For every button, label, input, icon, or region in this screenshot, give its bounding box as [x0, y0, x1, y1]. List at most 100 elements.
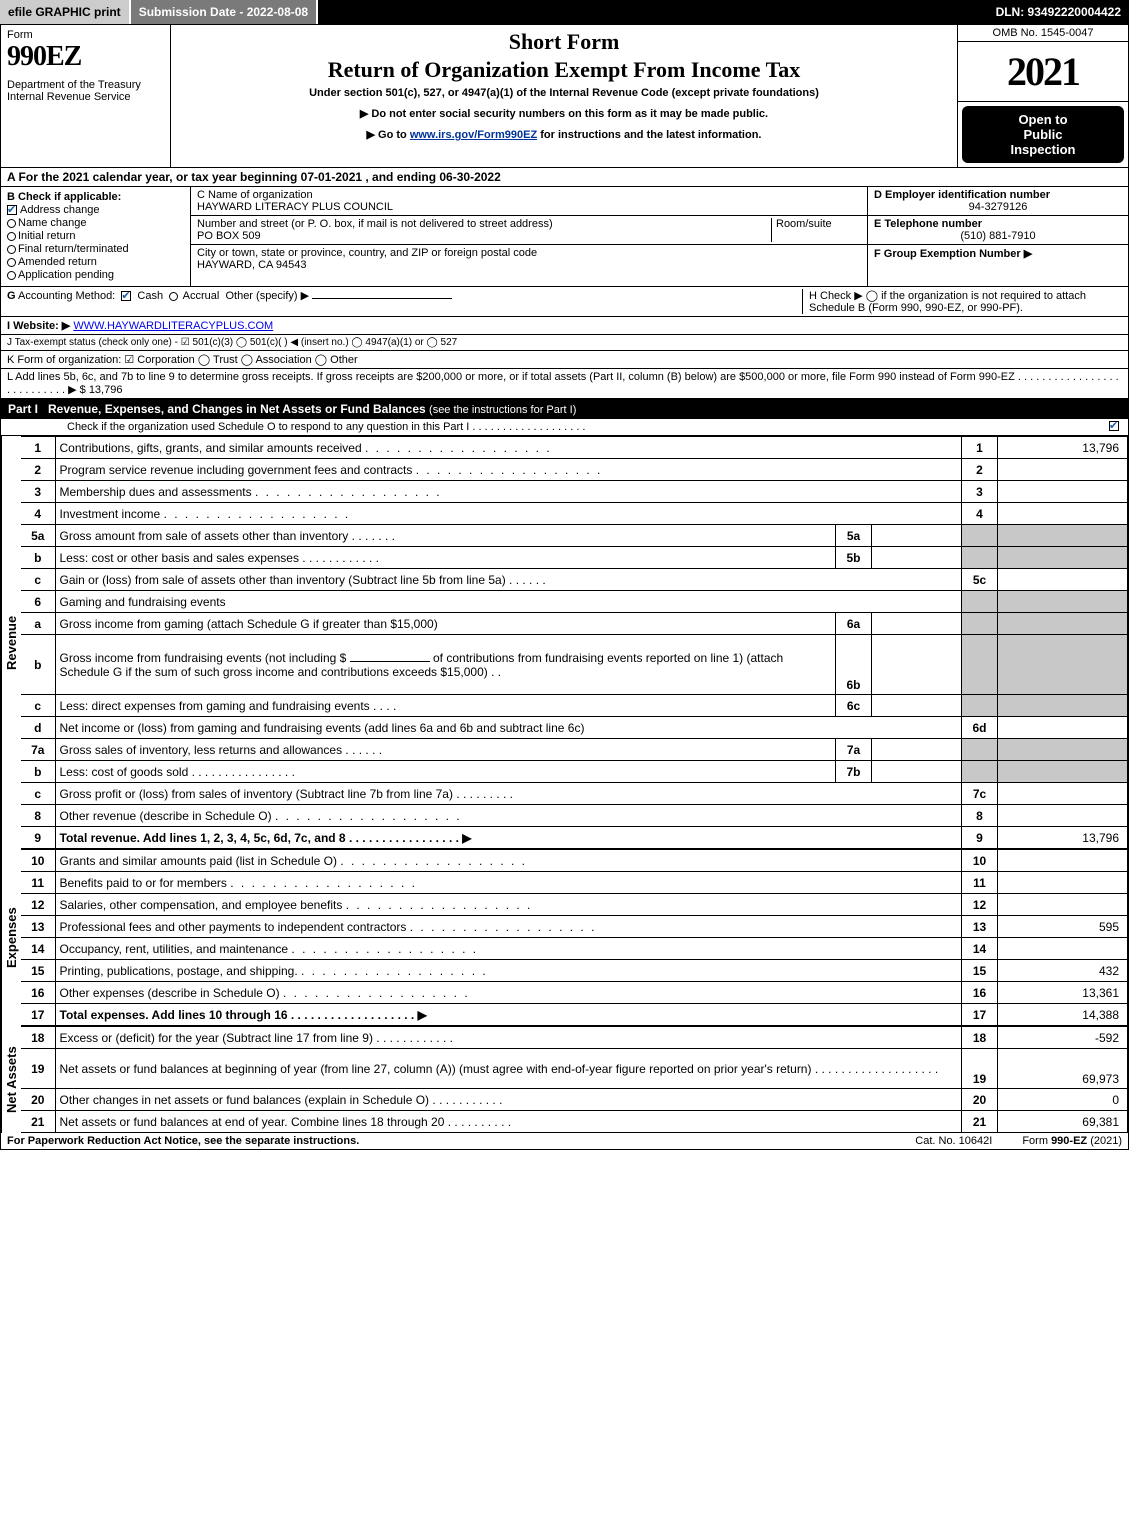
part-subtitle: (see the instructions for Part I) — [429, 404, 576, 416]
city-row: City or town, state or province, country… — [191, 245, 867, 273]
chk-name-change[interactable]: Name change — [7, 217, 184, 229]
city-label: City or town, state or province, country… — [197, 247, 861, 259]
efile-graphic-print[interactable]: efile GRAPHIC print — [0, 0, 131, 24]
line-7c: cGross profit or (loss) from sales of in… — [21, 783, 1128, 805]
chk-address-change[interactable]: Address change — [7, 204, 184, 216]
phone-row: E Telephone number (510) 881-7910 — [868, 216, 1128, 245]
form-label: Form — [7, 29, 164, 41]
part-label: Part I — [8, 402, 38, 416]
line-5a: 5aGross amount from sale of assets other… — [21, 525, 1128, 547]
line-12: 12Salaries, other compensation, and empl… — [21, 894, 1128, 916]
row-j-tax-exempt: J Tax-exempt status (check only one) - ☑… — [0, 335, 1129, 351]
chk-label: Final return/terminated — [18, 243, 129, 255]
group-exemption-label: F Group Exemption Number ▶ — [874, 248, 1032, 260]
part-i-schedule-o-check: Check if the organization used Schedule … — [0, 419, 1129, 436]
row-a-tax-year: A For the 2021 calendar year, or tax yea… — [0, 168, 1129, 187]
line-4: 4Investment income 4 — [21, 503, 1128, 525]
col-b-checklist: B Check if applicable: Address change Na… — [1, 187, 191, 286]
city-value: HAYWARD, CA 94543 — [197, 259, 861, 271]
topbar-spacer — [318, 0, 987, 24]
part-i-header: Part I Revenue, Expenses, and Changes in… — [0, 399, 1129, 419]
street-row: Number and street (or P. O. box, if mail… — [191, 216, 867, 245]
tax-year: 2021 — [958, 42, 1128, 102]
line-6c: cLess: direct expenses from gaming and f… — [21, 695, 1128, 717]
line-16: 16Other expenses (describe in Schedule O… — [21, 982, 1128, 1004]
line-17: 17Total expenses. Add lines 10 through 1… — [21, 1004, 1128, 1026]
chk-final-return[interactable]: Final return/terminated — [7, 243, 184, 255]
ein-label: D Employer identification number — [874, 189, 1122, 201]
accounting-method: G Accounting Method: Cash Accrual Other … — [7, 289, 796, 314]
line-19: 19Net assets or fund balances at beginni… — [21, 1049, 1128, 1089]
net-assets-label: Net Assets — [1, 1026, 21, 1133]
circle-icon — [7, 258, 16, 267]
omb-number: OMB No. 1545-0047 — [958, 25, 1128, 42]
chk-label: Initial return — [18, 230, 75, 242]
line-7a: 7aGross sales of inventory, less returns… — [21, 739, 1128, 761]
line-2: 2Program service revenue including gover… — [21, 459, 1128, 481]
revenue-label: Revenue — [1, 436, 21, 849]
schedule-b-check: H Check ▶ ◯ if the organization is not r… — [802, 289, 1122, 314]
line-20: 20Other changes in net assets or fund ba… — [21, 1089, 1128, 1111]
dln: DLN: 93492220004422 — [988, 0, 1129, 24]
row-k-form-org: K Form of organization: ☑ Corporation ◯ … — [0, 351, 1129, 369]
form-header: Form 990EZ Department of the Treasury In… — [0, 24, 1129, 168]
topbar: efile GRAPHIC print Submission Date - 20… — [0, 0, 1129, 24]
col-def: D Employer identification number 94-3279… — [868, 187, 1128, 286]
expenses-label: Expenses — [1, 849, 21, 1026]
line-6: 6Gaming and fundraising events — [21, 591, 1128, 613]
ein-value: 94-3279126 — [874, 201, 1122, 213]
instruction-goto: ▶ Go to www.irs.gov/Form990EZ for instru… — [179, 128, 949, 141]
checkbox-icon — [121, 291, 131, 301]
expenses-section: Expenses 10Grants and similar amounts pa… — [0, 849, 1129, 1026]
form-number: 990EZ — [7, 41, 164, 73]
website-link[interactable]: WWW.HAYWARDLITERACYPLUS.COM — [73, 320, 273, 332]
chk-label: Address change — [20, 204, 100, 216]
checkbox-icon — [1109, 421, 1119, 431]
ein-row: D Employer identification number 94-3279… — [868, 187, 1128, 216]
line-14: 14Occupancy, rent, utilities, and mainte… — [21, 938, 1128, 960]
circle-icon — [7, 245, 16, 254]
open-line2: Public — [966, 127, 1120, 142]
website-label: I Website: ▶ — [7, 320, 70, 332]
org-name: HAYWARD LITERACY PLUS COUNCIL — [197, 201, 861, 213]
org-name-row: C Name of organization HAYWARD LITERACY … — [191, 187, 867, 216]
row-i-website: I Website: ▶ WWW.HAYWARDLITERACYPLUS.COM — [0, 317, 1129, 335]
header-left: Form 990EZ Department of the Treasury In… — [1, 25, 171, 167]
line-5b: bLess: cost or other basis and sales exp… — [21, 547, 1128, 569]
open-to-public: Open to Public Inspection — [962, 106, 1124, 163]
row-l-gross-receipts: L Add lines 5b, 6c, and 7b to line 9 to … — [0, 369, 1129, 399]
circle-icon — [169, 292, 178, 301]
phone-value: (510) 881-7910 — [874, 230, 1122, 242]
chk-label: Name change — [18, 217, 87, 229]
schedule-o-text: Check if the organization used Schedule … — [7, 421, 586, 433]
revenue-table: 1Contributions, gifts, grants, and simil… — [21, 436, 1128, 849]
net-assets-section: Net Assets 18Excess or (deficit) for the… — [0, 1026, 1129, 1133]
gross-receipts-text: L Add lines 5b, 6c, and 7b to line 9 to … — [7, 371, 1122, 396]
revenue-section: Revenue 1Contributions, gifts, grants, a… — [0, 436, 1129, 849]
form-reference: Form 990-EZ (2021) — [1022, 1135, 1122, 1147]
catalog-number: Cat. No. 10642I — [885, 1135, 1022, 1147]
tax-exempt-status: J Tax-exempt status (check only one) - ☑… — [7, 337, 796, 348]
room-suite-label: Room/suite — [771, 218, 861, 242]
line-11: 11Benefits paid to or for members 11 — [21, 872, 1128, 894]
instruction-ssn: ▶ Do not enter social security numbers o… — [179, 107, 949, 120]
net-assets-table: 18Excess or (deficit) for the year (Subt… — [21, 1026, 1128, 1133]
chk-application-pending[interactable]: Application pending — [7, 269, 184, 281]
line-15: 15Printing, publications, postage, and s… — [21, 960, 1128, 982]
row-g-h: G Accounting Method: Cash Accrual Other … — [0, 287, 1129, 317]
line-8: 8Other revenue (describe in Schedule O) … — [21, 805, 1128, 827]
circle-icon — [7, 219, 16, 228]
checkbox-icon — [7, 205, 17, 215]
chk-initial-return[interactable]: Initial return — [7, 230, 184, 242]
col-b-title: B Check if applicable: — [7, 191, 184, 203]
goto-pre: ▶ Go to — [367, 129, 410, 141]
chk-amended-return[interactable]: Amended return — [7, 256, 184, 268]
header-center: Short Form Return of Organization Exempt… — [171, 25, 958, 167]
short-form-title: Short Form — [179, 29, 949, 55]
circle-icon — [7, 271, 16, 280]
street-value: PO BOX 509 — [197, 230, 771, 242]
irs-link[interactable]: www.irs.gov/Form990EZ — [410, 129, 537, 141]
page-footer: For Paperwork Reduction Act Notice, see … — [0, 1133, 1129, 1150]
header-right: OMB No. 1545-0047 2021 Open to Public In… — [958, 25, 1128, 167]
part-title: Revenue, Expenses, and Changes in Net As… — [48, 402, 426, 416]
